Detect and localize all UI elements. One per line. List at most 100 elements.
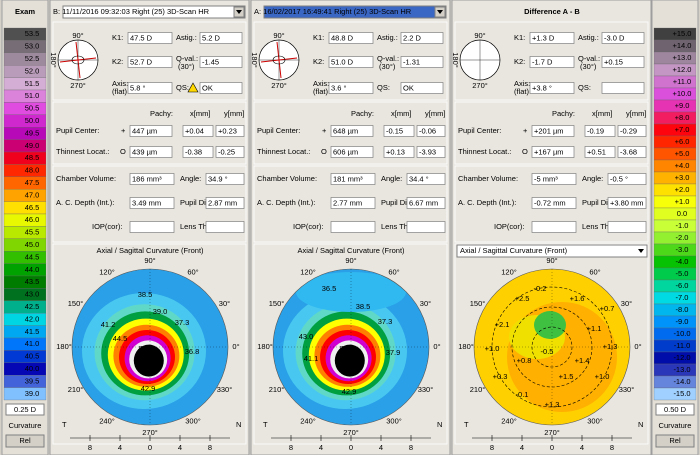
qs-label: QS: bbox=[176, 83, 189, 92]
k2-box bbox=[328, 56, 374, 68]
acd-label: A. C. Depth (Int.): bbox=[56, 198, 114, 207]
map-angle: 150° bbox=[68, 299, 84, 308]
map-value: +1.3 bbox=[545, 400, 560, 409]
k1: 47.5 D bbox=[130, 33, 153, 42]
axis-label: Axis: bbox=[112, 79, 128, 88]
pupil-pachy-box bbox=[129, 125, 173, 137]
map-title: Axial / Sagittal Curvature (Front) bbox=[460, 246, 568, 255]
axis-steep bbox=[75, 41, 81, 79]
qs: OK bbox=[202, 83, 213, 92]
pupil-center-label: Pupil Center: bbox=[458, 126, 501, 135]
q30-label: (30°) bbox=[580, 62, 597, 71]
kerato-270: 270° bbox=[271, 81, 287, 90]
mode-box[interactable] bbox=[655, 434, 695, 448]
map-angle: 90° bbox=[144, 256, 155, 265]
k2-box bbox=[127, 56, 173, 68]
pupil-pachy: 447 µm bbox=[132, 126, 157, 135]
qs-box bbox=[400, 82, 444, 94]
scale-label: 51.5 bbox=[25, 79, 40, 88]
map-value: +0.3 bbox=[493, 372, 508, 381]
pupil-x: +0.04 bbox=[185, 126, 204, 135]
q30-label: (30°) bbox=[379, 62, 396, 71]
pupil-dia-label: Pupil Dia: bbox=[582, 198, 614, 207]
pupil-x-box bbox=[584, 125, 616, 137]
map-select[interactable] bbox=[456, 244, 648, 258]
acd-label: A. C. Depth (Int.): bbox=[257, 198, 315, 207]
kerato-270: 270° bbox=[472, 81, 488, 90]
pupil-x: -0.19 bbox=[587, 126, 604, 135]
scale-label: +4.0 bbox=[675, 161, 690, 170]
ruler-label: 4 bbox=[178, 443, 182, 452]
nasal-label: N bbox=[437, 420, 442, 429]
ymm-label: y[mm] bbox=[626, 109, 646, 118]
mode-box[interactable] bbox=[5, 434, 45, 448]
scale-label: 45.0 bbox=[25, 240, 40, 249]
xmm-label: x[mm] bbox=[592, 109, 612, 118]
map-value: +1.5 bbox=[559, 372, 574, 381]
section bbox=[454, 243, 649, 445]
section bbox=[253, 165, 448, 243]
map-angle: 210° bbox=[68, 385, 84, 394]
temporal-label: T bbox=[263, 420, 268, 429]
map-angle: 150° bbox=[470, 299, 486, 308]
angle-label: Angle: bbox=[180, 174, 201, 183]
scale-label: -3.0 bbox=[676, 245, 689, 254]
lens-box bbox=[406, 221, 446, 233]
scale-label: 42.5 bbox=[25, 302, 40, 311]
thin-pachy-box bbox=[129, 146, 173, 158]
section bbox=[253, 21, 448, 101]
thin-y: -0.25 bbox=[218, 147, 235, 156]
k1-label: K1: bbox=[112, 33, 123, 42]
pupil-symbol: + bbox=[322, 126, 327, 135]
thin-y-box bbox=[617, 146, 647, 158]
pachy-label: Pachy: bbox=[351, 109, 374, 118]
map-angle: 30° bbox=[621, 299, 632, 308]
map-angle: 180° bbox=[56, 342, 72, 351]
ruler-label: 8 bbox=[409, 443, 413, 452]
map-angle: 60° bbox=[187, 268, 198, 277]
acd: 2.77 mm bbox=[333, 198, 362, 207]
pupil-x: -0.15 bbox=[386, 126, 403, 135]
pupil-y-box bbox=[617, 125, 647, 137]
map-angle: 240° bbox=[501, 416, 517, 425]
map-angle: 240° bbox=[300, 416, 316, 425]
kerato-180: 180° bbox=[451, 52, 460, 68]
scale-label: +3.0 bbox=[675, 173, 690, 182]
pupil-pachy-box bbox=[330, 125, 374, 137]
acd: 3.49 mm bbox=[132, 198, 161, 207]
scan-select[interactable] bbox=[263, 5, 447, 19]
scale-cell bbox=[3, 387, 47, 401]
map-angle: 300° bbox=[185, 416, 201, 425]
scale-label: -5.0 bbox=[676, 269, 689, 278]
scan-select[interactable] bbox=[62, 5, 246, 19]
axis-steep bbox=[276, 41, 282, 79]
map-angle: 120° bbox=[300, 268, 316, 277]
scan-header: B: 11/11/2016 09:32:03 Right (25) 3D-Sca… bbox=[53, 7, 210, 16]
scale-label: 40.0 bbox=[25, 364, 40, 373]
scale-label: 49.0 bbox=[25, 141, 40, 150]
scale-step: 0.25 D bbox=[14, 405, 37, 414]
section bbox=[454, 101, 649, 165]
map-value: 36.8 bbox=[185, 347, 200, 356]
thinnest-label: Thinnest Locat.: bbox=[458, 147, 511, 156]
nasal-label: N bbox=[638, 420, 643, 429]
qval: -1.45 bbox=[202, 57, 219, 66]
map-value: -0.2 bbox=[534, 284, 547, 293]
map-angle: 180° bbox=[257, 342, 273, 351]
scale-label: 49.5 bbox=[25, 128, 40, 137]
xmm-label: x[mm] bbox=[190, 109, 210, 118]
scale-title: Exam bbox=[15, 7, 35, 16]
map-value: +1.4 bbox=[575, 356, 590, 365]
map-angle: 120° bbox=[99, 268, 115, 277]
map-angle: 240° bbox=[99, 416, 115, 425]
map-angle: 300° bbox=[386, 416, 402, 425]
map-angle: 30° bbox=[219, 299, 230, 308]
scale-label: 48.0 bbox=[25, 166, 40, 175]
map-angle: 0° bbox=[433, 342, 440, 351]
k2: 51.0 D bbox=[331, 57, 354, 66]
pupil-dia-label: Pupil Dia: bbox=[180, 198, 212, 207]
map-value: 42.9 bbox=[141, 384, 156, 393]
map-value: 37.3 bbox=[378, 317, 393, 326]
ruler-label: 4 bbox=[319, 443, 323, 452]
pupil-dia: 2.87 mm bbox=[208, 198, 237, 207]
